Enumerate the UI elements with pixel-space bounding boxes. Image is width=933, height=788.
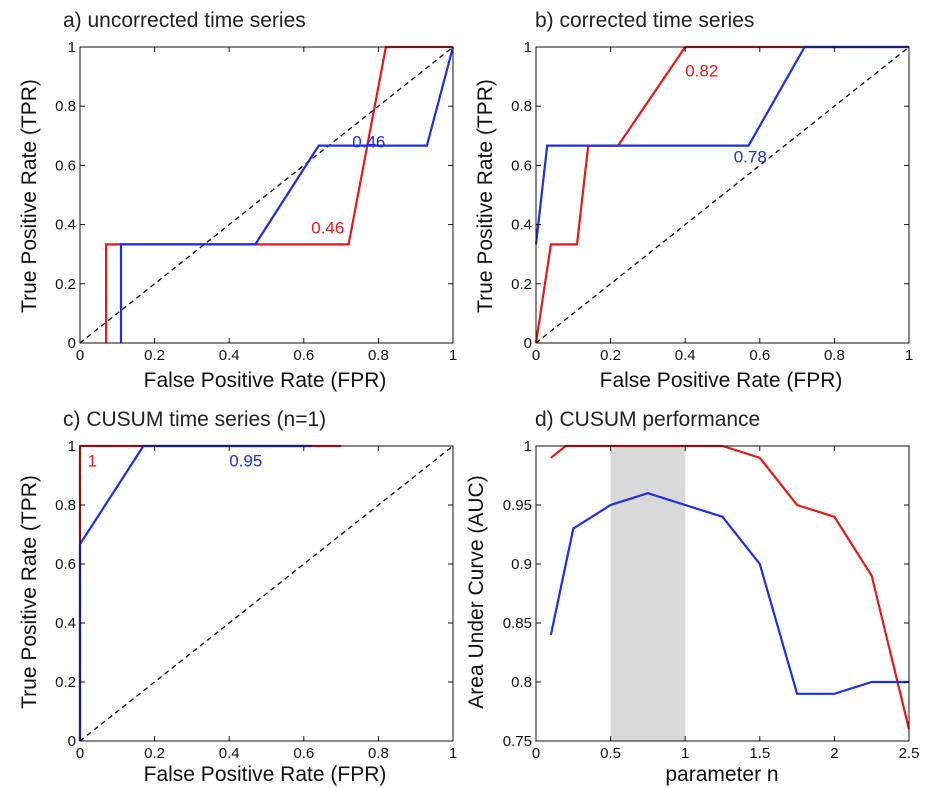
panel-c-xlabel: False Positive Rate (FPR) <box>144 763 387 786</box>
panel-d-ylabel: Area Under Curve (AUC) <box>465 475 488 708</box>
panel-a-ytick-label: 0.8 <box>55 98 76 115</box>
panel-b-xlabel: False Positive Rate (FPR) <box>600 369 843 392</box>
panel-d-xtick-label: 0.5 <box>600 745 621 762</box>
panel-d-ytick-label: 0.95 <box>503 497 532 514</box>
panel-c-auc-annotation-red: 1 <box>87 452 96 471</box>
panel-c-ytick-label: 0.6 <box>55 556 76 573</box>
panel-d-ytick-label: 0.85 <box>503 615 532 632</box>
panel-b-ylabel: True Positive Rate (TPR) <box>474 79 497 313</box>
panel-d-shaded-region <box>610 446 686 741</box>
panel-c-ylabel: True Positive Rate (TPR) <box>18 475 41 709</box>
panel-c-ytick-label: 0.2 <box>55 674 76 691</box>
panel-b-xtick-label: 0.2 <box>600 347 621 364</box>
panel-b-xtick-label: 0.8 <box>824 347 845 364</box>
panel-c-xtick-label: 0 <box>76 745 84 762</box>
panel-d-ytick-label: 1 <box>524 438 532 455</box>
panel-c-xtick-label: 0.6 <box>293 745 314 762</box>
panel-c: c) CUSUM time series (n=1) False Positiv… <box>18 408 457 786</box>
panel-b-xtick-label: 1 <box>905 347 913 364</box>
panel-d-xtick-label: 2.5 <box>899 745 920 762</box>
panel-b-xtick-label: 0.6 <box>749 347 770 364</box>
panel-a-auc-annotation-red: 0.46 <box>311 218 344 237</box>
panel-b-auc-annotation-blue: 0.78 <box>734 147 767 166</box>
panel-c-ytick-label: 1 <box>68 438 76 455</box>
panel-b-ytick-label: 0.2 <box>511 276 532 293</box>
panel-b-title: b) corrected time series <box>535 9 754 32</box>
panel-c-axes-frame <box>79 445 454 742</box>
panel-d-series-blue-line <box>549 492 909 695</box>
panel-a-xtick-label: 0.8 <box>368 347 389 364</box>
panel-d-xtick-label: 1.5 <box>749 745 770 762</box>
panel-b-series-blue-line <box>534 45 909 245</box>
panel-a: a) uncorrected time series False Positiv… <box>18 9 457 392</box>
panel-a-chance-diagonal <box>79 46 454 344</box>
panel-a-xlabel: False Positive Rate (FPR) <box>144 369 387 392</box>
panel-b-xtick-label: 0 <box>532 347 540 364</box>
panel-b-ytick-label: 0.4 <box>511 217 532 234</box>
panel-d-xtick-label: 2 <box>830 745 838 762</box>
panel-b-axes-frame <box>535 46 910 344</box>
panel-a-xtick-label: 1 <box>449 347 457 364</box>
panel-b-xtick-label: 0.4 <box>675 347 696 364</box>
panel-a-axes-frame <box>79 46 454 344</box>
panel-a-title: a) uncorrected time series <box>63 9 306 32</box>
panel-c-chance-diagonal <box>79 445 454 742</box>
panel-d-title: d) CUSUM performance <box>535 408 760 431</box>
panel-b-auc-annotation-red: 0.82 <box>685 62 718 81</box>
panel-d-ytick-label: 0.8 <box>511 674 532 691</box>
panel-c-ytick-label: 0 <box>68 733 76 750</box>
panel-a-ytick-label: 0.4 <box>55 217 76 234</box>
panel-a-xtick-label: 0 <box>76 347 84 364</box>
panel-b: b) corrected time series False Positive … <box>474 9 913 392</box>
panel-d-xtick-label: 0 <box>532 745 540 762</box>
panel-d-ytick-label: 0.9 <box>511 556 532 573</box>
panel-c-series-blue-line <box>78 444 312 741</box>
panel-b-ytick-label: 0 <box>524 335 532 352</box>
panel-a-series-red-line <box>104 45 453 343</box>
panel-d-xtick-label: 1 <box>681 745 689 762</box>
panel-a-ytick-label: 1 <box>68 39 76 56</box>
panel-a-series-blue-line <box>119 46 455 343</box>
panel-d-plot: 0 0.5 1 1.5 2 2.5 0.75 0.8 0.85 0.9 0.95 1 <box>503 438 920 762</box>
panel-c-auc-annotation-blue: 0.95 <box>229 452 262 471</box>
panel-d: d) CUSUM performance parameter n Area Un… <box>465 408 919 786</box>
panel-a-xtick-label: 0.6 <box>293 347 314 364</box>
panel-a-ytick-label: 0.2 <box>55 276 76 293</box>
panel-d-xlabel: parameter n <box>665 763 778 786</box>
panel-a-plot: 0 0.2 0.4 0.6 0.8 1 0 0.2 0.4 0.6 0.8 1 0.46 0.46 <box>55 39 457 364</box>
panel-a-ytick-label: 0.6 <box>55 157 76 174</box>
panel-b-ytick-label: 1 <box>524 39 532 56</box>
panel-b-chance-diagonal <box>535 46 910 344</box>
panel-c-xtick-label: 1 <box>449 745 457 762</box>
panel-c-ytick-label: 0.4 <box>55 615 76 632</box>
panel-a-xtick-label: 0.2 <box>144 347 165 364</box>
panel-a-ytick-label: 0 <box>68 335 76 352</box>
panel-a-ylabel: True Positive Rate (TPR) <box>18 79 41 313</box>
panel-c-ytick-label: 0.8 <box>55 497 76 514</box>
panel-b-ytick-label: 0.8 <box>511 98 532 115</box>
panel-c-plot: 0 0.2 0.4 0.6 0.8 100.20.40.60.811 0.95 <box>55 438 457 762</box>
panel-c-title: c) CUSUM time series (n=1) <box>63 408 326 431</box>
panel-a-auc-annotation-blue: 0.46 <box>352 133 385 152</box>
panel-b-ytick-label: 0.6 <box>511 157 532 174</box>
panel-c-xtick-label: 0.2 <box>144 745 165 762</box>
panel-b-plot: 0 0.2 0.4 0.6 0.8 1 0 0.2 0.4 0.6 0.8 1 0.82 0.78 <box>511 39 913 364</box>
panel-d-axes-frame <box>535 445 910 742</box>
panel-c-xtick-label: 0.8 <box>368 745 389 762</box>
panel-c-series-red-line <box>78 444 342 741</box>
panel-c-xtick-label: 0.4 <box>219 745 240 762</box>
panel-a-xtick-label: 0.4 <box>219 347 240 364</box>
panel-d-ytick-label: 0.75 <box>503 733 532 750</box>
